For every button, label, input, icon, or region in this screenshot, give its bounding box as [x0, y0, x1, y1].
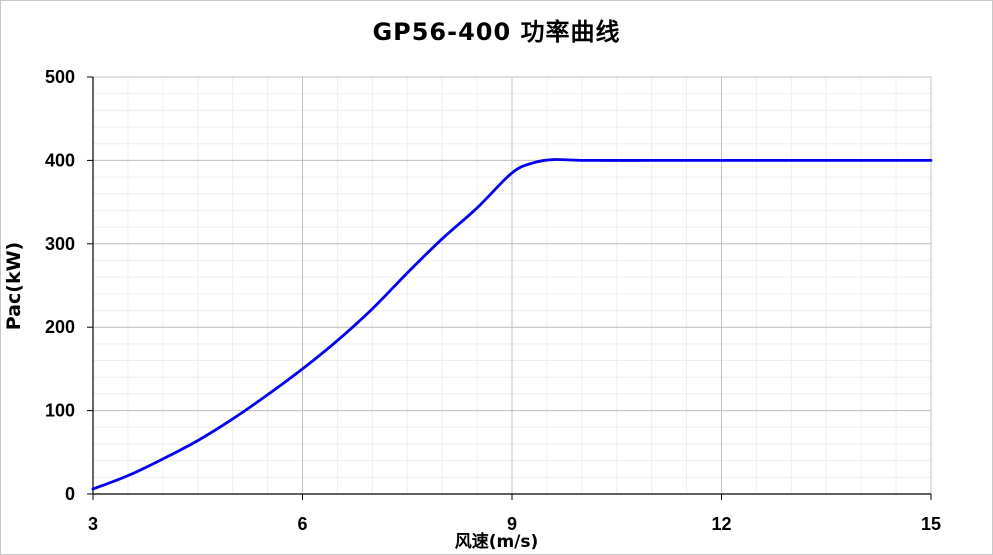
x-tick-label: 6	[297, 514, 307, 534]
y-tick-label: 500	[45, 67, 75, 87]
chart-title: GP56-400 功率曲线	[372, 18, 621, 46]
y-tick-label: 100	[45, 401, 75, 421]
x-axis-label: 风速(m/s)	[454, 532, 539, 552]
y-tick-label: 0	[65, 484, 75, 504]
y-tick-label: 200	[45, 317, 75, 337]
y-tick-label: 300	[45, 234, 75, 254]
x-tick-label: 3	[88, 514, 98, 534]
y-axis-label: Pac(kW)	[3, 241, 25, 331]
x-tick-label: 12	[711, 514, 731, 534]
power-curve-line	[91, 158, 933, 491]
y-tick-label: 400	[45, 150, 75, 170]
x-tick-label: 15	[921, 514, 941, 534]
x-tick-label: 9	[507, 514, 517, 534]
